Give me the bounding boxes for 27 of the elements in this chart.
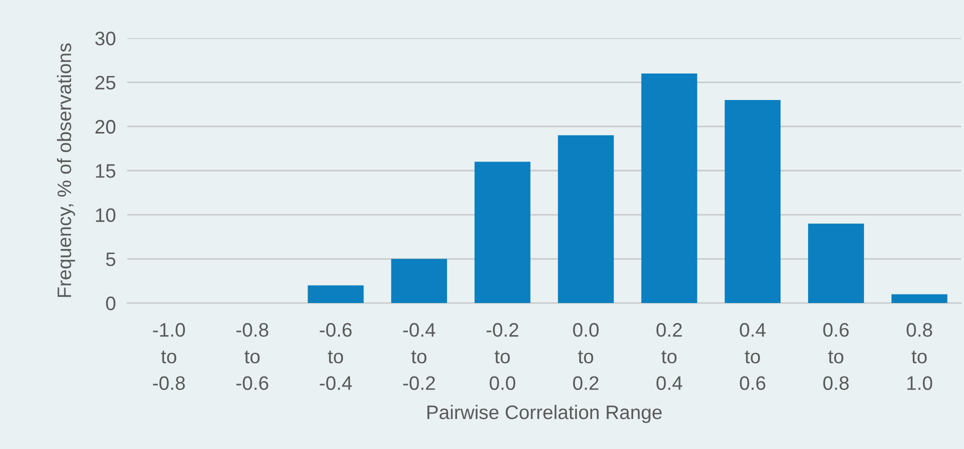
y-axis-title: Frequency, % of observations <box>56 43 76 297</box>
bar <box>724 100 781 304</box>
y-tick-label: 10 <box>96 208 116 222</box>
y-tick-label: 20 <box>95 120 116 134</box>
x-tick-label: 0.2 to 0.4 <box>656 323 682 390</box>
y-tick-label: 15 <box>96 164 116 178</box>
x-tick-label: -0.4 to -0.2 <box>403 323 436 390</box>
x-tick-label: -1.0 to -0.8 <box>153 323 185 390</box>
bar <box>391 258 448 304</box>
bar <box>808 224 864 304</box>
x-tick-label: 0.0 to 0.2 <box>573 323 599 390</box>
bar <box>641 73 698 304</box>
y-tick-label: 30 <box>95 32 116 46</box>
bar <box>474 162 530 304</box>
bar <box>558 135 614 304</box>
bar <box>308 285 364 304</box>
x-tick-label: 0.6 to 0.8 <box>823 323 849 390</box>
x-tick-label: -0.6 to -0.4 <box>320 323 352 390</box>
y-tick-label: 0 <box>106 296 116 310</box>
bar <box>891 294 948 304</box>
x-tick-label: 0.8 to 1.0 <box>906 323 932 390</box>
x-tick-label: -0.8 to -0.6 <box>236 323 268 390</box>
y-tick-label: 5 <box>106 252 116 266</box>
y-tick-label: 25 <box>95 76 116 90</box>
x-axis-title: Pairwise Correlation Range <box>427 404 662 424</box>
x-tick-label: 0.4 to 0.6 <box>740 323 766 390</box>
x-tick-label: -0.2 to 0.0 <box>486 323 518 390</box>
